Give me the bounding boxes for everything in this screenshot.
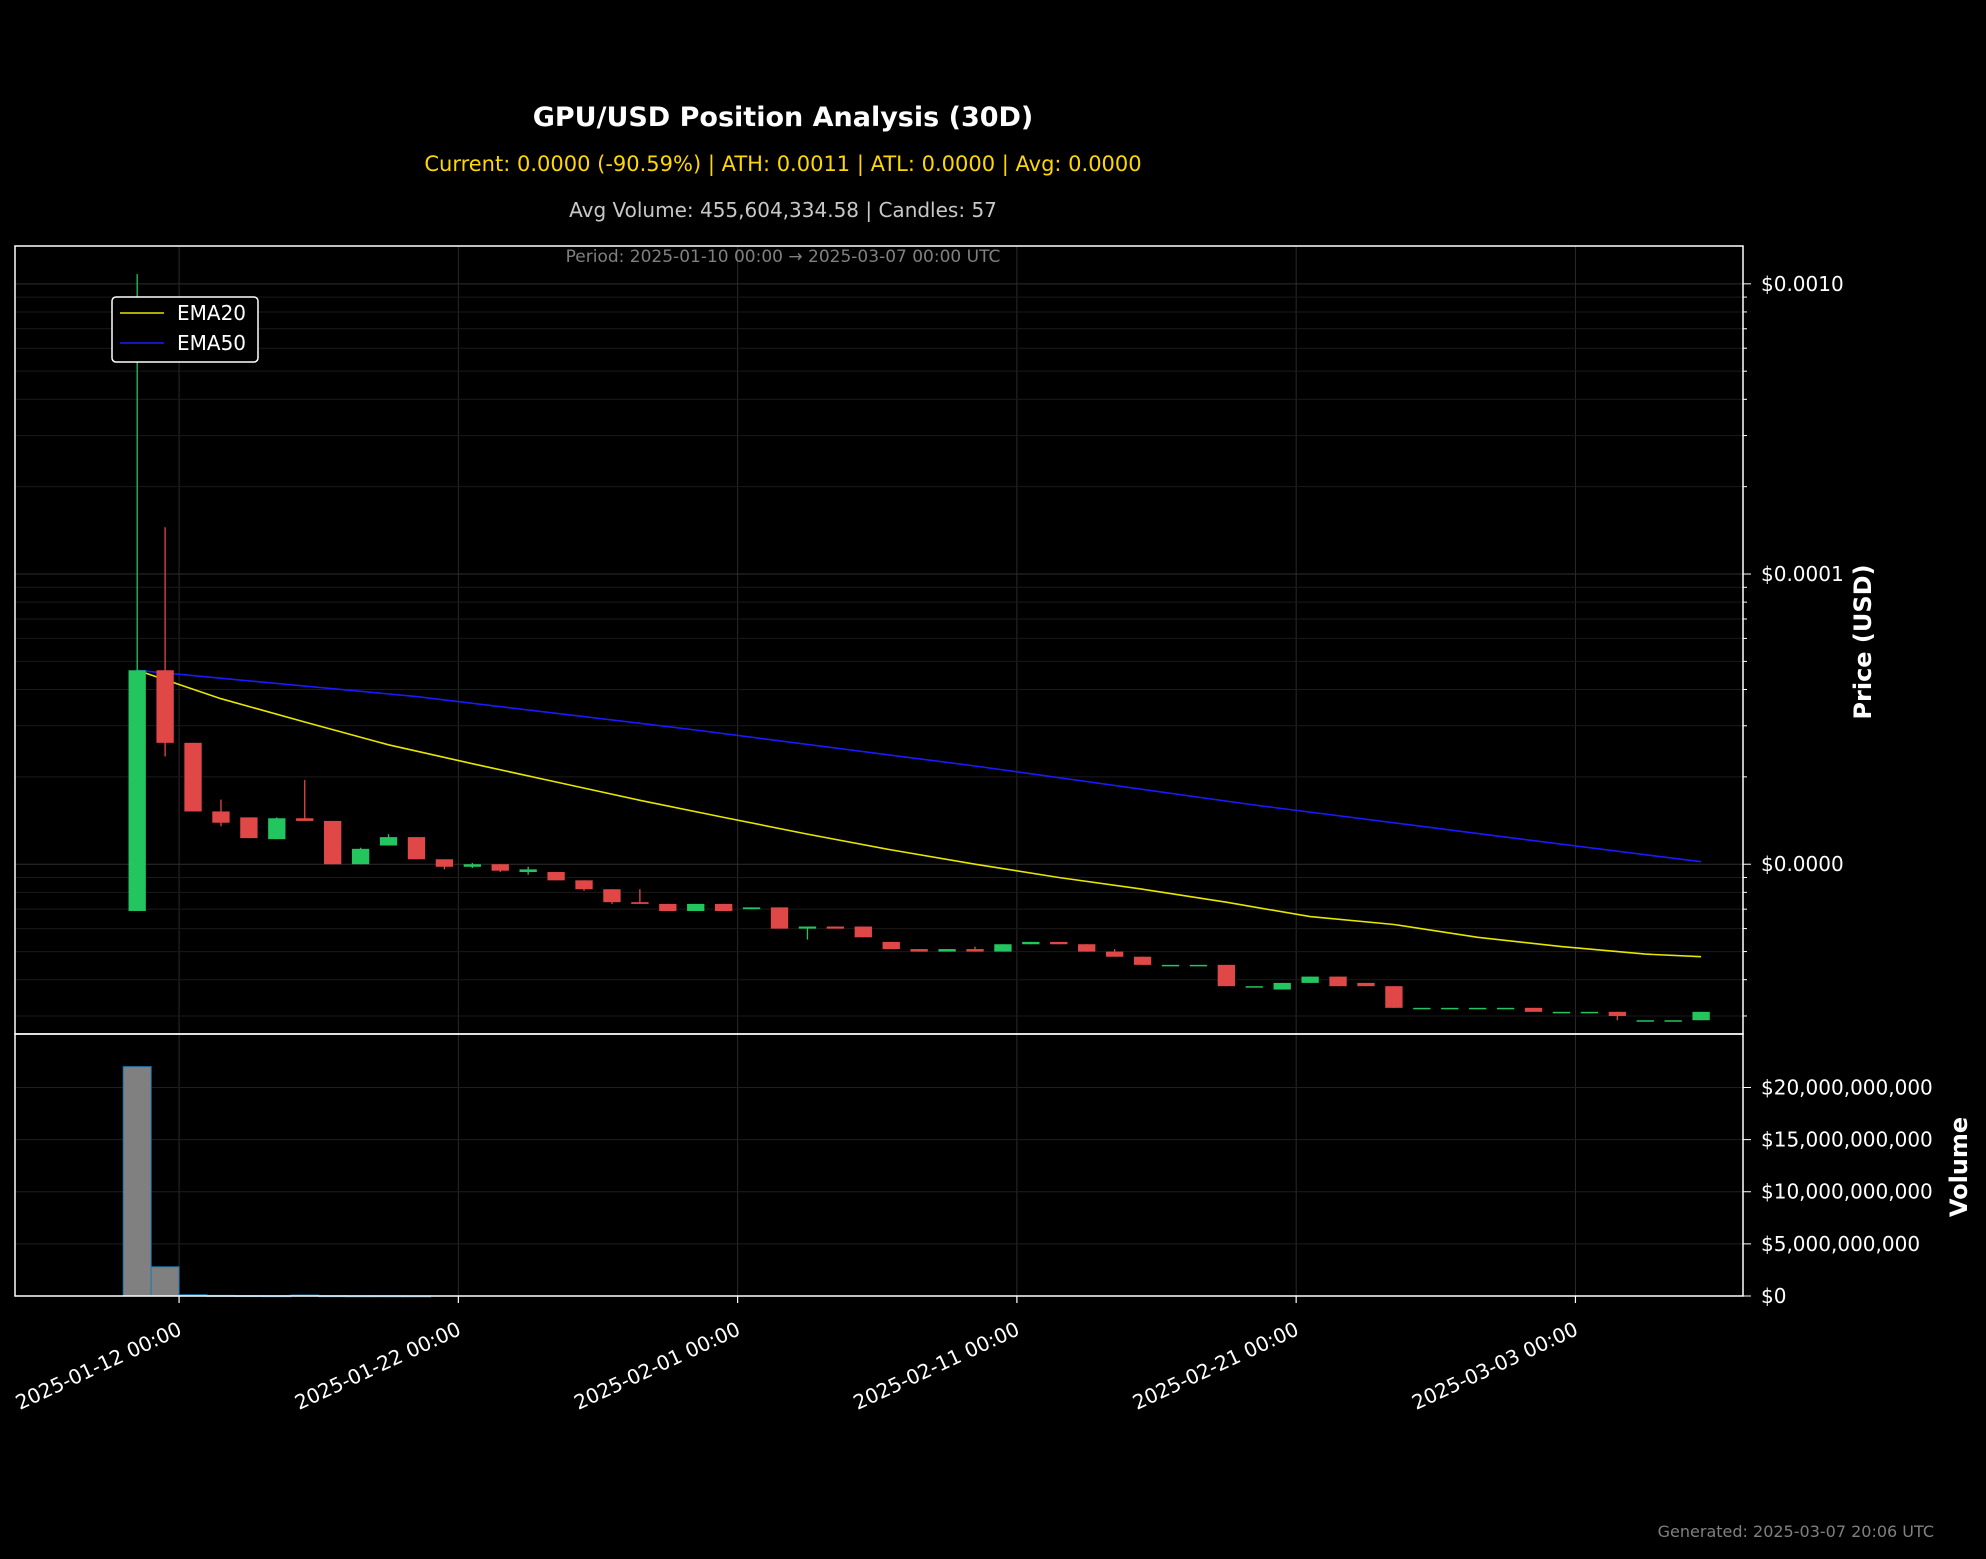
- price-tick-label: $0.0010: [1761, 272, 1844, 296]
- grid-layer: [15, 246, 1743, 1296]
- x-tick-label: 2025-01-22 00:00: [291, 1317, 464, 1415]
- stats-subtitle: Current: 0.0000 (-90.59%) | ATH: 0.0011 …: [424, 152, 1141, 177]
- candle-body: [351, 848, 370, 865]
- candle-body: [994, 944, 1012, 952]
- price-panel-frame: [14, 245, 1744, 1035]
- candle-body: [1496, 1007, 1515, 1010]
- candle-body: [491, 864, 509, 871]
- candle-body: [770, 907, 789, 929]
- candle-body: [407, 837, 426, 860]
- volume-bar: [150, 1266, 180, 1297]
- candles-layer: [128, 274, 1710, 1022]
- x-tick-label: 2025-02-01 00:00: [570, 1317, 743, 1415]
- ema-lines-layer: [136, 669, 1702, 958]
- candle-body: [1050, 941, 1068, 945]
- candle-body: [631, 902, 649, 904]
- candle-body: [882, 941, 900, 950]
- candle-body: [268, 818, 286, 840]
- volume-panel-frame: [14, 1033, 1744, 1297]
- volume-bars-layer: [122, 1066, 431, 1298]
- candle-body: [379, 837, 398, 846]
- generated-footer: Generated: 2025-03-07 20:06 UTC: [1658, 1522, 1934, 1541]
- candle-body: [547, 872, 565, 881]
- volume-bar: [122, 1066, 152, 1297]
- candle-body: [1133, 956, 1152, 965]
- chart-title: GPU/USD Position Analysis (30D): [533, 102, 1034, 133]
- legend: EMA20 EMA50: [111, 296, 259, 363]
- candle-body: [1273, 982, 1291, 990]
- candle-body: [659, 903, 677, 911]
- candle-body: [463, 864, 481, 867]
- candle-body: [938, 949, 956, 952]
- candle-body: [1413, 1007, 1431, 1010]
- volume-tick-label: $10,000,000,000: [1761, 1180, 1933, 1204]
- candle-body: [296, 818, 314, 821]
- candle-body: [1161, 964, 1180, 967]
- candle-body: [1441, 1007, 1459, 1010]
- price-tick-label: $0.0000: [1761, 852, 1844, 876]
- candle-body: [324, 820, 342, 865]
- price-tick-label: $0.0001: [1761, 562, 1844, 586]
- candle-body: [742, 907, 761, 910]
- candle-body: [826, 926, 845, 929]
- volume-tick-label: $5,000,000,000: [1761, 1232, 1920, 1256]
- axes-frames-layer: [14, 245, 1744, 1297]
- tick-labels-layer: 2025-01-12 00:00 2025-01-22 00:00 2025-02-…: [12, 272, 1933, 1415]
- candle-body: [1022, 941, 1040, 945]
- candle-body: [435, 859, 454, 867]
- legend-ema20-label: EMA20: [177, 301, 246, 325]
- ema-line-ema20: [136, 669, 1702, 958]
- candle-body: [1580, 1011, 1599, 1014]
- x-tick-label: 2025-02-21 00:00: [1129, 1317, 1302, 1415]
- ema-line-ema50: [137, 669, 1702, 863]
- period-text: Period: 2025-01-10 00:00 → 2025-03-07 00…: [566, 247, 1001, 267]
- x-tick-label: 2025-03-03 00:00: [1408, 1317, 1581, 1415]
- candle-body: [1524, 1007, 1543, 1012]
- candle-body: [212, 811, 230, 823]
- x-tick-label: 2025-02-11 00:00: [850, 1317, 1023, 1415]
- candle-body: [1469, 1007, 1487, 1010]
- candle-body: [1217, 964, 1236, 987]
- candle-body: [1329, 976, 1347, 987]
- candle-body: [798, 926, 817, 929]
- candle-body: [1245, 986, 1263, 988]
- candle-body: [1636, 1020, 1654, 1022]
- candle-body: [575, 880, 593, 890]
- candle-body: [854, 926, 872, 938]
- candle-body: [1664, 1020, 1682, 1022]
- volume-tick-label: $15,000,000,000: [1761, 1128, 1933, 1152]
- candle-body: [1608, 1011, 1626, 1016]
- candle-body: [1078, 944, 1096, 952]
- candle-body: [128, 670, 146, 911]
- candle-body: [910, 949, 928, 952]
- candle-body: [966, 949, 984, 952]
- candle-body: [687, 903, 705, 911]
- candle-body: [1692, 1011, 1710, 1021]
- x-tick-label: 2025-01-12 00:00: [12, 1317, 185, 1415]
- candle-body: [1189, 964, 1208, 967]
- candle-body: [714, 903, 733, 911]
- candle-body: [1105, 951, 1124, 957]
- legend-ema50-label: EMA50: [177, 331, 246, 355]
- candle-body: [184, 742, 202, 812]
- price-axis-label: Price (USD): [1849, 564, 1877, 719]
- candle-body: [1385, 986, 1403, 1008]
- candle-body: [156, 670, 174, 743]
- candle-body: [1552, 1011, 1571, 1014]
- candle-body: [603, 889, 621, 903]
- candle-body: [1301, 976, 1319, 983]
- candle-body: [1357, 982, 1375, 987]
- candle-body: [240, 817, 258, 839]
- volume-axis-label: Volume: [1945, 1117, 1973, 1217]
- candle-body: [519, 869, 537, 873]
- volume-summary: Avg Volume: 455,604,334.58 | Candles: 57: [569, 198, 997, 222]
- volume-tick-label: $20,000,000,000: [1761, 1075, 1933, 1099]
- volume-tick-label: $0: [1761, 1284, 1786, 1308]
